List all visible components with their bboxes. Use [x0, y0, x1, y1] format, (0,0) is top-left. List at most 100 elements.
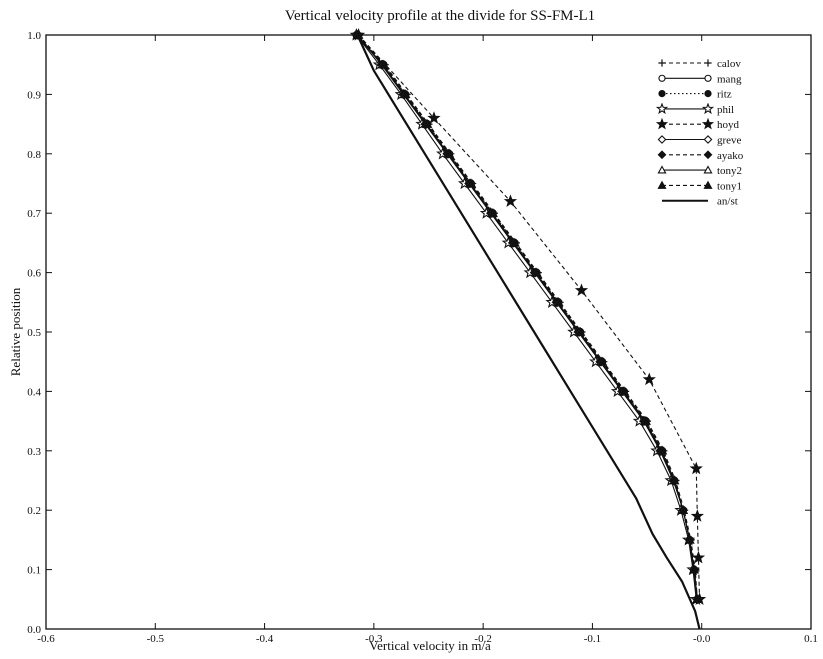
data-point — [503, 194, 518, 207]
x-tick-label: -0.6 — [37, 633, 55, 645]
data-point — [444, 148, 455, 158]
series-line — [357, 34, 698, 600]
y-tick-label: 0.0 — [27, 624, 41, 636]
legend-label: greve — [717, 135, 742, 147]
legend-item: mang — [658, 73, 742, 85]
data-point — [574, 283, 589, 297]
data-point — [690, 509, 704, 522]
legend: calov mang ritz phil hoyd greve ayako tony2 tony… — [655, 58, 744, 208]
data-point — [703, 150, 713, 160]
data-point — [658, 59, 666, 67]
data-point — [704, 89, 712, 98]
data-point — [657, 165, 667, 174]
series-line — [356, 34, 701, 630]
legend-label: mang — [717, 73, 742, 85]
legend-label: hoyd — [717, 119, 740, 131]
legend-label: ritz — [717, 89, 732, 101]
y-axis-label: Relative position — [8, 287, 23, 376]
series-line — [358, 34, 701, 600]
series-line — [357, 34, 698, 600]
data-point — [704, 59, 712, 67]
data-point — [657, 135, 667, 144]
y-tick-label: 0.4 — [27, 386, 41, 398]
legend-item: ayako — [657, 150, 744, 162]
data-point — [466, 178, 477, 188]
data-point — [655, 117, 669, 130]
legend-item: ritz — [658, 89, 732, 101]
series-tony1 — [353, 29, 703, 604]
legend-label: phil — [717, 104, 734, 116]
legend-label: tony2 — [717, 165, 742, 177]
series-an-st — [356, 34, 701, 630]
series-tony2 — [352, 29, 703, 604]
series-line — [357, 34, 698, 600]
x-tick-label: 0.1 — [804, 633, 818, 645]
axis-ticks: -0.6 -0.5 -0.4 -0.3 -0.2 -0.1 -0.0 0.1 0.0 0.1 0.2… — [27, 30, 818, 645]
legend-label: tony1 — [717, 180, 742, 192]
data-point — [575, 326, 586, 336]
data-point — [701, 102, 715, 115]
data-point — [641, 415, 651, 425]
legend-item: an/st — [662, 196, 738, 208]
series-line — [358, 34, 698, 600]
series-layer — [349, 28, 707, 630]
data-point — [427, 111, 441, 124]
data-point — [689, 461, 703, 475]
data-point — [703, 135, 713, 144]
x-axis-label: Vertical velocity in m/a — [369, 638, 491, 653]
x-tick-label: -0.4 — [256, 633, 274, 645]
series-calov — [354, 31, 702, 604]
y-tick-label: 0.2 — [27, 505, 41, 517]
data-point — [689, 564, 699, 574]
data-point — [597, 356, 608, 366]
series-hoyd — [351, 28, 707, 605]
data-point — [692, 594, 703, 604]
y-tick-label: 0.9 — [27, 89, 41, 101]
data-point — [703, 180, 713, 189]
y-tick-label: 0.3 — [27, 446, 41, 458]
x-tick-label: -0.2 — [474, 633, 491, 645]
data-point — [703, 165, 713, 174]
data-point — [657, 445, 668, 455]
data-point — [378, 59, 389, 69]
data-point — [678, 505, 689, 514]
data-point — [553, 297, 564, 307]
legend-item: phil — [655, 102, 734, 116]
data-point — [509, 237, 520, 247]
series-line — [355, 34, 698, 600]
series-line — [358, 34, 698, 600]
series-ayako — [353, 30, 703, 605]
legend-item: hoyd — [655, 117, 740, 131]
legend-label: calov — [717, 58, 741, 70]
data-point — [669, 475, 680, 485]
legend-item: tony2 — [657, 165, 742, 177]
data-point — [531, 267, 542, 277]
series-ritz — [353, 31, 702, 604]
legend-item: greve — [657, 135, 742, 147]
x-tick-label: -0.3 — [365, 633, 383, 645]
legend-label: an/st — [717, 196, 738, 208]
y-tick-label: 0.1 — [27, 565, 41, 577]
series-phil — [349, 28, 703, 605]
chart-title: Vertical velocity profile at the divide … — [285, 8, 595, 24]
data-point — [619, 386, 630, 396]
data-point — [691, 550, 706, 564]
y-tick-label: 0.7 — [27, 208, 41, 220]
legend-item: calov — [658, 58, 741, 70]
data-point — [642, 372, 656, 386]
data-point — [657, 150, 667, 160]
data-point — [655, 102, 669, 115]
y-tick-label: 0.6 — [27, 268, 41, 280]
series-line — [358, 34, 698, 600]
x-tick-label: -0.0 — [693, 633, 711, 645]
data-point — [658, 74, 666, 82]
y-tick-label: 1.0 — [27, 30, 41, 42]
x-tick-label: -0.1 — [584, 633, 601, 645]
data-point — [422, 118, 433, 128]
y-tick-label: 0.5 — [27, 327, 41, 339]
legend-item: tony1 — [657, 180, 742, 192]
data-point — [704, 74, 712, 82]
legend-label: ayako — [717, 150, 744, 162]
series-greve — [352, 30, 703, 605]
